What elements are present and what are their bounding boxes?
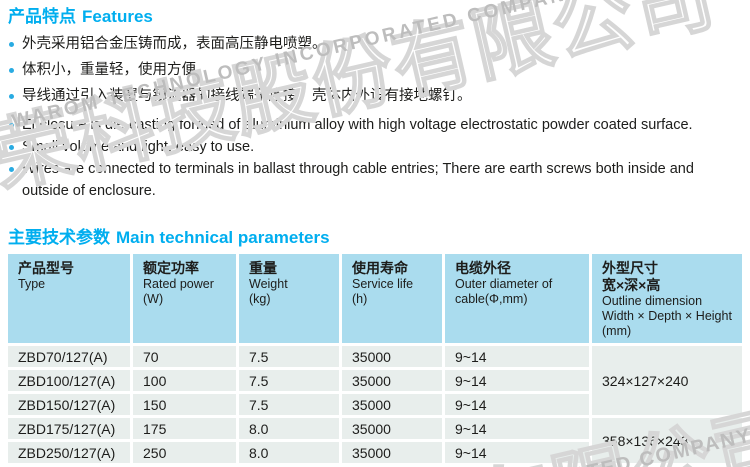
table-row: ZBD100/127(A) 100 7.5 35000 9~14 <box>8 370 742 391</box>
features-title: 产品特点 Features <box>8 7 742 27</box>
col-header-service-life: 使用寿命 Service life (h) <box>342 254 442 343</box>
col-header-weight: 重量 Weight (kg) <box>239 254 339 343</box>
col-header-unit: (kg) <box>249 292 271 306</box>
spec-table-body: ZBD70/127(A) 70 7.5 35000 9~14 324×127×2… <box>8 346 742 463</box>
cell-rated-power: 100 <box>133 370 236 391</box>
col-header-en: Width × Depth × Height <box>602 309 732 323</box>
col-header-zh: 外型尺寸 <box>602 260 658 276</box>
cell-outline-dimension: 358×136×248 <box>592 418 742 463</box>
bullet-icon <box>9 167 14 172</box>
feature-item: Wires are connected to terminals in ball… <box>8 158 732 202</box>
cell-type: ZBD175/127(A) <box>8 418 130 439</box>
cell-weight: 8.0 <box>239 418 339 439</box>
features-title-en: Features <box>82 7 153 26</box>
feature-text: 外壳采用铝合金压铸而成，表面高压静电喷塑。 <box>22 36 327 52</box>
cell-type: ZBD250/127(A) <box>8 442 130 463</box>
col-header-zh: 重量 <box>249 260 277 276</box>
feature-text: 导线通过引入装置与镇流器的接线端子连接，壳体内外设有接地螺钉。 <box>22 88 472 104</box>
parameters-section: 主要技术参数 Main technical parameters 产品型号 Typ… <box>8 228 742 466</box>
cell-rated-power: 70 <box>133 346 236 367</box>
feature-text: Wires are connected to terminals in ball… <box>22 161 694 199</box>
cell-service-life: 35000 <box>342 394 442 415</box>
feature-text: 体积小，重量轻，使用方便。 <box>22 62 211 78</box>
bullet-icon <box>9 68 14 73</box>
table-row: ZBD175/127(A) 175 8.0 35000 9~14 358×136… <box>8 418 742 463</box>
cell-type: ZBD100/127(A) <box>8 370 130 391</box>
cell-weight: 8.0 <box>239 442 339 463</box>
col-header-en: Rated power <box>143 277 214 291</box>
cell-cable-diameter: 9~14 <box>445 418 589 439</box>
parameters-title-zh: 主要技术参数 <box>8 228 110 247</box>
col-header-en: Outer diameter of <box>455 277 553 291</box>
features-list: 外壳采用铝合金压铸而成，表面高压静电喷塑。 体积小，重量轻，使用方便。 导线通过… <box>8 36 742 202</box>
cell-outline-dimension: 324×127×240 <box>592 346 742 415</box>
col-header-unit: (mm) <box>602 324 632 338</box>
cell-weight: 7.5 <box>239 394 339 415</box>
cell-service-life: 35000 <box>342 442 442 463</box>
cell-cable-diameter: 9~14 <box>445 346 589 367</box>
cell-weight: 7.5 <box>239 346 339 367</box>
cell-service-life: 35000 <box>342 418 442 439</box>
feature-item: 外壳采用铝合金压铸而成，表面高压静电喷塑。 <box>8 36 732 53</box>
col-header-en: Service life <box>352 277 414 291</box>
feature-text: Enclosure is die-casting formed of alumi… <box>22 117 693 133</box>
cell-cable-diameter: 9~14 <box>445 442 589 463</box>
feature-item: 体积小，重量轻，使用方便。 <box>8 62 732 79</box>
bullet-icon <box>9 123 14 128</box>
bullet-icon <box>9 94 14 99</box>
col-header-rated-power: 额定功率 Rated power (W) <box>133 254 236 343</box>
features-section: 产品特点 Features 外壳采用铝合金压铸而成，表面高压静电喷塑。 体积小，重… <box>8 7 742 202</box>
bullet-icon <box>9 42 14 47</box>
feature-item: 导线通过引入装置与镇流器的接线端子连接，壳体内外设有接地螺钉。 <box>8 88 732 105</box>
cell-service-life: 35000 <box>342 370 442 391</box>
col-header-en: Type <box>18 277 46 291</box>
col-header-zh: 产品型号 <box>18 260 74 276</box>
cell-rated-power: 150 <box>133 394 236 415</box>
table-row: ZBD250/127(A) 250 8.0 35000 9~14 <box>8 442 742 463</box>
feature-text: Small volume and light, easy to use. <box>22 139 255 155</box>
col-header-zh: 额定功率 <box>143 260 199 276</box>
col-header-unit: (h) <box>352 292 368 306</box>
table-row: ZBD70/127(A) 70 7.5 35000 9~14 324×127×2… <box>8 346 742 415</box>
feature-item: Small volume and light, easy to use. <box>8 136 732 158</box>
col-header-zh: 使用寿命 <box>352 260 408 276</box>
parameters-title-en: Main technical parameters <box>116 228 330 247</box>
cell-weight: 7.5 <box>239 370 339 391</box>
col-header-cable-diameter: 电缆外径 Outer diameter of cable(Φ,mm) <box>445 254 589 343</box>
col-header-type: 产品型号 Type <box>8 254 130 343</box>
parameters-title: 主要技术参数 Main technical parameters <box>8 228 742 248</box>
col-header-outline-dimension: 外型尺寸 宽×深×高 Outline dimension Width × Dep… <box>592 254 742 343</box>
cell-rated-power: 175 <box>133 418 236 439</box>
cell-type: ZBD70/127(A) <box>8 346 130 367</box>
features-title-zh: 产品特点 <box>8 7 76 26</box>
table-row: ZBD150/127(A) 150 7.5 35000 9~14 <box>8 394 742 415</box>
col-header-en: cable(Φ,mm) <box>455 292 528 306</box>
col-header-zh: 电缆外径 <box>455 260 511 276</box>
spec-table: 产品型号 Type 额定功率 Rated power (W) 重量 Weight… <box>5 251 745 466</box>
cell-type: ZBD150/127(A) <box>8 394 130 415</box>
cell-cable-diameter: 9~14 <box>445 370 589 391</box>
cell-cable-diameter: 9~14 <box>445 394 589 415</box>
cell-service-life: 35000 <box>342 346 442 367</box>
spec-table-header: 产品型号 Type 额定功率 Rated power (W) 重量 Weight… <box>8 254 742 343</box>
col-header-zh: 宽×深×高 <box>602 277 661 293</box>
col-header-unit: (W) <box>143 292 164 306</box>
col-header-en: Weight <box>249 277 288 291</box>
bullet-icon <box>9 145 14 150</box>
col-header-en: Outline dimension <box>602 294 703 308</box>
feature-item: Enclosure is die-casting formed of alumi… <box>8 114 732 136</box>
cell-rated-power: 250 <box>133 442 236 463</box>
